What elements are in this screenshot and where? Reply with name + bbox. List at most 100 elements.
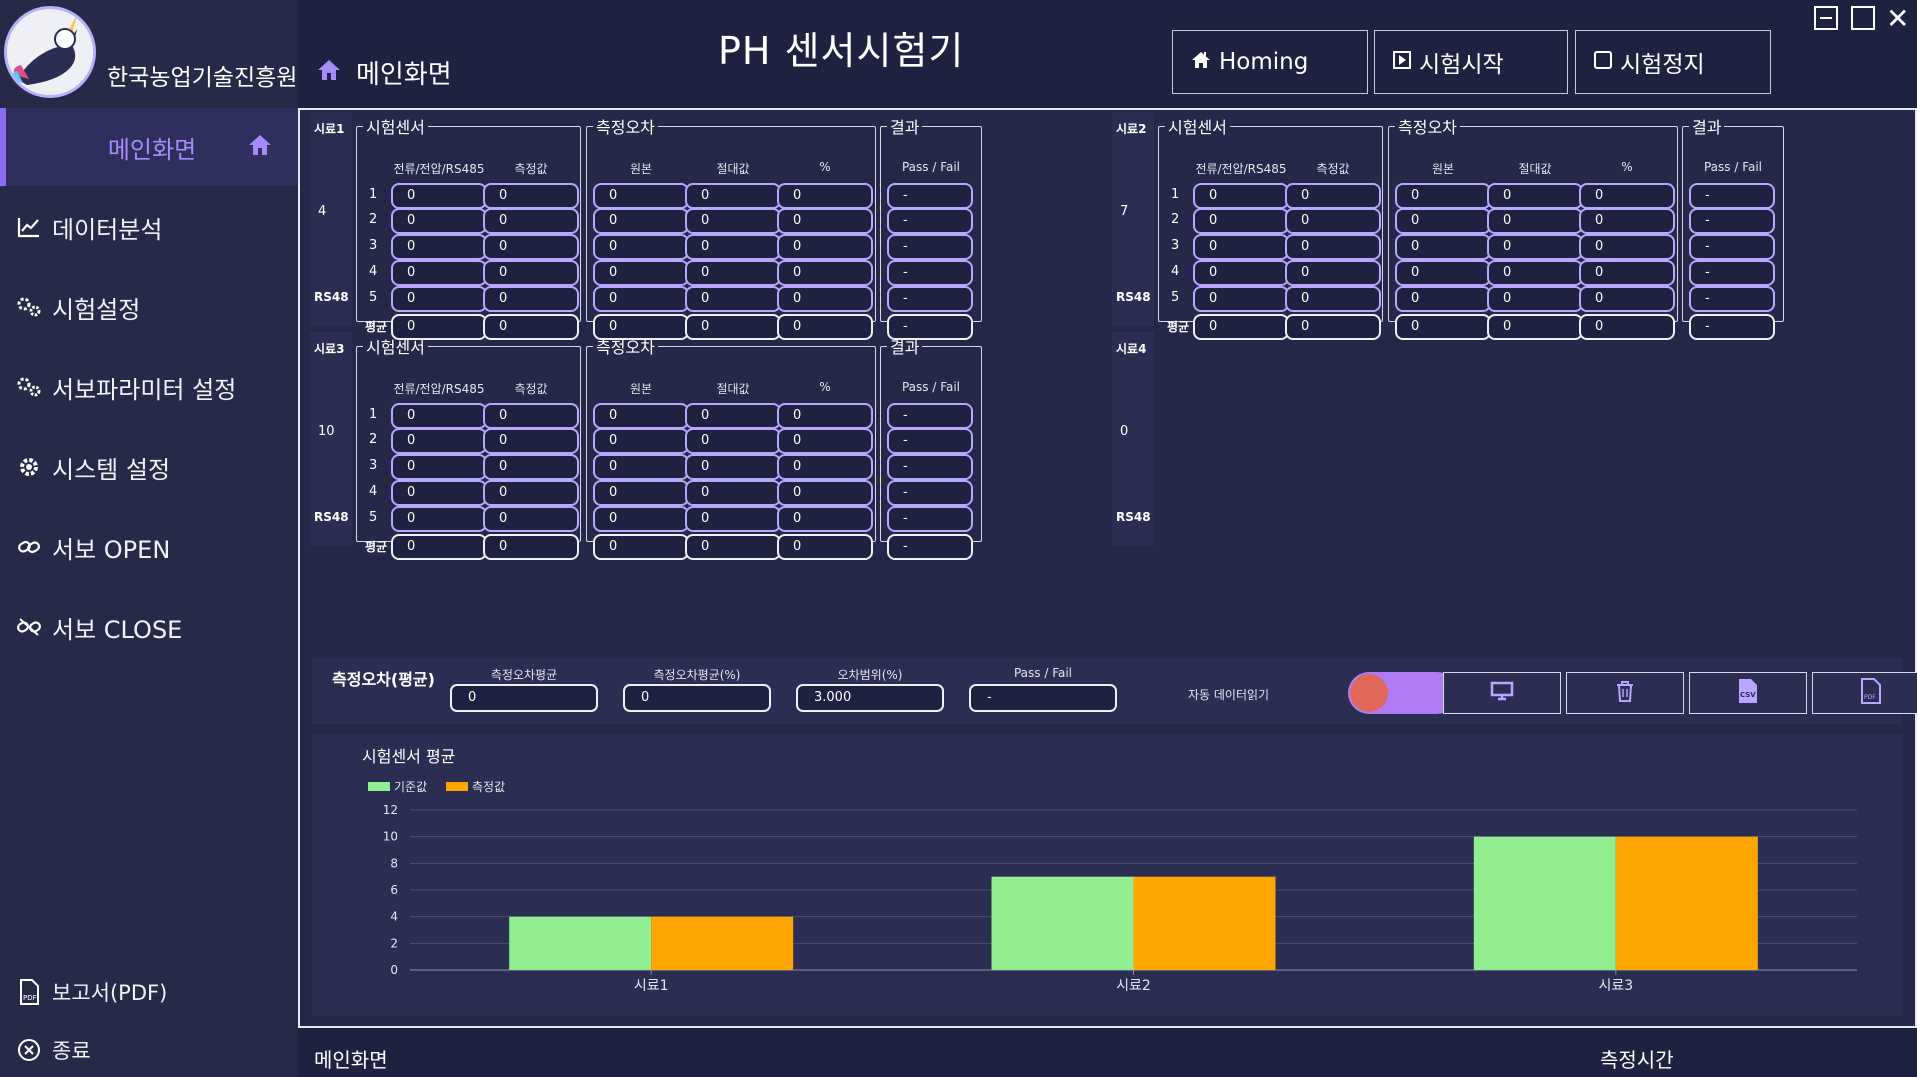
orig-error-input[interactable]: 0	[1395, 260, 1491, 286]
abs-error-input[interactable]: 0	[685, 208, 781, 234]
pass-fail-field[interactable]: -	[969, 684, 1117, 712]
comm-avg-input[interactable]: 0	[391, 314, 487, 340]
abs-error-input[interactable]: 0	[685, 234, 781, 260]
pct-error-input[interactable]: 0	[777, 403, 873, 429]
orig-error-input[interactable]: 0	[1395, 286, 1491, 312]
sidebar-item-servo-close[interactable]: 서보 CLOSE	[0, 588, 298, 666]
sidebar-item-test-settings[interactable]: 시험설정	[0, 268, 298, 346]
comm-value-input[interactable]: 0	[1193, 183, 1289, 209]
maximize-button[interactable]	[1851, 6, 1875, 30]
abs-error-input[interactable]: 0	[685, 454, 781, 480]
pct-error-input[interactable]: 0	[777, 208, 873, 234]
comm-value-input[interactable]: 0	[391, 428, 487, 454]
meas-value-input[interactable]: 0	[1285, 286, 1381, 312]
meas-value-input[interactable]: 0	[483, 234, 579, 260]
orig-error-input[interactable]: 0	[593, 208, 689, 234]
stop-test-button[interactable]: 시험정지	[1575, 30, 1771, 94]
pass-fail-input[interactable]: -	[887, 454, 973, 480]
comm-avg-input[interactable]: 0	[1193, 314, 1289, 340]
pass-fail-avg-input[interactable]: -	[887, 534, 973, 560]
orig-error-input[interactable]: 0	[1395, 208, 1491, 234]
pass-fail-input[interactable]: -	[887, 428, 973, 454]
comm-value-input[interactable]: 0	[391, 208, 487, 234]
meas-value-input[interactable]: 0	[1285, 208, 1381, 234]
meas-value-input[interactable]: 0	[483, 286, 579, 312]
meas-value-input[interactable]: 0	[483, 208, 579, 234]
avg-error-field[interactable]: 0	[450, 684, 598, 712]
comm-value-input[interactable]: 0	[1193, 234, 1289, 260]
abs-error-input[interactable]: 0	[685, 260, 781, 286]
sidebar-item-report-pdf[interactable]: PDF 보고서(PDF)	[0, 952, 298, 1032]
meas-value-input[interactable]: 0	[483, 183, 579, 209]
pass-fail-input[interactable]: -	[1689, 234, 1775, 260]
monitor-button[interactable]	[1443, 672, 1561, 714]
abs-avg-input[interactable]: 0	[685, 314, 781, 340]
pass-fail-input[interactable]: -	[1689, 183, 1775, 209]
orig-avg-input[interactable]: 0	[593, 314, 689, 340]
pct-error-input[interactable]: 0	[1579, 260, 1675, 286]
pct-error-input[interactable]: 0	[1579, 208, 1675, 234]
meas-value-input[interactable]: 0	[483, 403, 579, 429]
meas-value-input[interactable]: 0	[1285, 183, 1381, 209]
comm-value-input[interactable]: 0	[1193, 286, 1289, 312]
orig-error-input[interactable]: 0	[1395, 183, 1491, 209]
comm-value-input[interactable]: 0	[391, 183, 487, 209]
abs-error-input[interactable]: 0	[685, 403, 781, 429]
comm-value-input[interactable]: 0	[391, 234, 487, 260]
sidebar-item-exit[interactable]: 종료	[0, 1012, 298, 1077]
pass-fail-avg-input[interactable]: -	[887, 314, 973, 340]
pass-fail-input[interactable]: -	[887, 234, 973, 260]
abs-error-input[interactable]: 0	[685, 480, 781, 506]
export-csv-button[interactable]: CSV	[1689, 672, 1807, 714]
meas-avg-input[interactable]: 0	[483, 534, 579, 560]
pass-fail-input[interactable]: -	[887, 208, 973, 234]
meas-value-input[interactable]: 0	[483, 480, 579, 506]
orig-error-input[interactable]: 0	[593, 234, 689, 260]
comm-value-input[interactable]: 0	[391, 480, 487, 506]
meas-value-input[interactable]: 0	[483, 428, 579, 454]
export-pdf-button[interactable]: PDF	[1812, 672, 1917, 714]
pct-error-input[interactable]: 0	[1579, 234, 1675, 260]
comm-value-input[interactable]: 0	[391, 506, 487, 532]
pct-avg-input[interactable]: 0	[1579, 314, 1675, 340]
meas-avg-input[interactable]: 0	[1285, 314, 1381, 340]
meas-value-input[interactable]: 0	[1285, 234, 1381, 260]
pct-error-input[interactable]: 0	[777, 286, 873, 312]
abs-error-input[interactable]: 0	[1487, 286, 1583, 312]
meas-value-input[interactable]: 0	[483, 454, 579, 480]
pct-error-input[interactable]: 0	[777, 480, 873, 506]
orig-error-input[interactable]: 0	[593, 183, 689, 209]
orig-error-input[interactable]: 0	[593, 480, 689, 506]
pass-fail-input[interactable]: -	[1689, 208, 1775, 234]
pct-error-input[interactable]: 0	[777, 428, 873, 454]
auto-read-toggle[interactable]	[1348, 672, 1458, 714]
abs-error-input[interactable]: 0	[685, 183, 781, 209]
abs-avg-input[interactable]: 0	[685, 534, 781, 560]
comm-value-input[interactable]: 0	[1193, 208, 1289, 234]
meas-value-input[interactable]: 0	[483, 260, 579, 286]
sidebar-item-data-analysis[interactable]: 데이터분석	[0, 188, 298, 266]
pct-error-input[interactable]: 0	[1579, 183, 1675, 209]
pass-fail-input[interactable]: -	[887, 480, 973, 506]
pass-fail-input[interactable]: -	[1689, 260, 1775, 286]
avg-error-pct-field[interactable]: 0	[623, 684, 771, 712]
pass-fail-input[interactable]: -	[887, 403, 973, 429]
pass-fail-input[interactable]: -	[887, 506, 973, 532]
pass-fail-input[interactable]: -	[887, 286, 973, 312]
orig-error-input[interactable]: 0	[593, 260, 689, 286]
comm-value-input[interactable]: 0	[391, 403, 487, 429]
orig-error-input[interactable]: 0	[593, 403, 689, 429]
sidebar-item-system-settings[interactable]: 시스템 설정	[0, 428, 298, 506]
orig-error-input[interactable]: 0	[593, 506, 689, 532]
meas-avg-input[interactable]: 0	[483, 314, 579, 340]
orig-error-input[interactable]: 0	[593, 454, 689, 480]
orig-avg-input[interactable]: 0	[1395, 314, 1491, 340]
pct-error-input[interactable]: 0	[777, 506, 873, 532]
pass-fail-input[interactable]: -	[887, 260, 973, 286]
comm-value-input[interactable]: 0	[391, 286, 487, 312]
abs-error-input[interactable]: 0	[1487, 234, 1583, 260]
comm-value-input[interactable]: 0	[391, 454, 487, 480]
abs-error-input[interactable]: 0	[685, 286, 781, 312]
pct-avg-input[interactable]: 0	[777, 534, 873, 560]
pass-fail-input[interactable]: -	[887, 183, 973, 209]
